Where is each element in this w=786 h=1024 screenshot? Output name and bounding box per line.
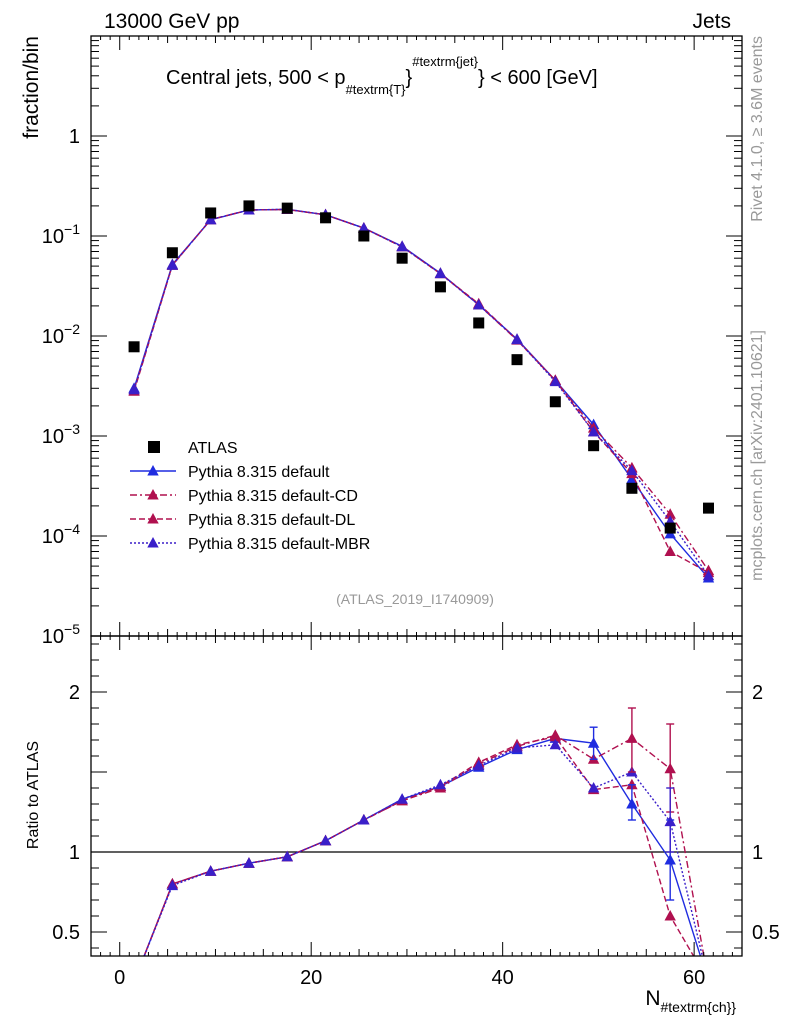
ratio-point [664, 910, 676, 921]
legend-label: Pythia 8.315 default [188, 464, 330, 481]
legend-marker [147, 537, 159, 548]
data-point [549, 396, 561, 408]
data-point [664, 522, 676, 534]
series-point [549, 375, 562, 387]
data-point [166, 247, 178, 259]
ratio-point [511, 742, 523, 753]
ratio-tick-label: 2 [69, 682, 80, 704]
series-point [358, 222, 370, 233]
header-right: Jets [692, 10, 731, 33]
ratio-point [358, 814, 370, 825]
ratio-tick-label: 0.5 [752, 922, 780, 944]
series-point [626, 464, 638, 476]
ratio-point [243, 857, 255, 868]
y-tick-label: 10−2 [42, 321, 80, 348]
ratio-point [128, 976, 139, 987]
ratio-point [128, 976, 139, 987]
data-point [588, 440, 600, 452]
data-point [281, 202, 293, 214]
chart-title: Central jets, 500 < p#textrm{T}}#textrm{… [166, 54, 598, 97]
series-point [587, 425, 600, 437]
legend-label: Pythia 8.315 default-MBR [188, 536, 370, 553]
x-tick-label: 40 [492, 967, 514, 989]
ratio-line [143, 734, 705, 956]
legend-marker [148, 441, 160, 453]
ratio-point [166, 879, 179, 891]
ratio-tick-label: 1 [752, 842, 763, 864]
data-point [320, 212, 332, 224]
rivet-label: Rivet 4.1.0, ≥ 3.6M events [749, 36, 766, 222]
ratio-point [549, 738, 562, 750]
ratio-point [434, 778, 447, 790]
ratio-point [204, 865, 217, 876]
ratio-line [143, 736, 695, 956]
series-point [702, 569, 715, 581]
ratio-point [549, 730, 562, 742]
data-point [205, 207, 217, 219]
ratio-point [128, 976, 139, 987]
series-point [664, 508, 676, 519]
ratio-line [143, 737, 702, 956]
legend-marker [147, 489, 159, 500]
ratio-point [626, 778, 638, 790]
legend-label: Pythia 8.315 default-CD [188, 488, 358, 505]
y-tick-label: 10−5 [42, 621, 80, 648]
y-axis-label: fraction/bin [20, 36, 43, 139]
y-tick-label: 10−3 [42, 421, 80, 448]
series-point [434, 267, 447, 279]
ratio-point [396, 793, 408, 804]
series-point [626, 473, 638, 484]
ratio-tick-label: 2 [752, 682, 763, 704]
ratio-point [281, 850, 293, 862]
y-tick-label: 10−4 [42, 521, 80, 548]
data-point [702, 502, 714, 514]
legend-label: Pythia 8.315 default-DL [188, 512, 355, 529]
series-line [133, 208, 710, 577]
x-axis-label: N#textrm{ch}} [645, 987, 736, 1015]
ratio-point [319, 834, 332, 846]
series-point [511, 333, 523, 345]
header-left: 13000 GeV pp [104, 10, 239, 33]
analysis-id: (ATLAS_2019_I1740909) [336, 591, 494, 607]
series-point [664, 545, 676, 556]
ratio-line [143, 744, 704, 956]
data-point [626, 482, 638, 494]
ratio-tick-label: 0.5 [52, 922, 80, 944]
mcplots-label: mcplots.cern.ch [arXiv:2401.10621] [749, 330, 766, 581]
data-point [358, 230, 370, 242]
y-tick-label: 10−1 [42, 221, 80, 248]
data-point [434, 281, 446, 293]
x-tick-label: 0 [114, 967, 125, 989]
legend-label: ATLAS [188, 440, 238, 457]
series-point [204, 213, 217, 225]
y-tick-label: 1 [69, 126, 80, 148]
legend-marker [147, 465, 159, 476]
series-point [396, 240, 408, 252]
ratio-point [128, 976, 139, 987]
data-point [243, 200, 255, 212]
ratio-axis-label: Ratio to ATLAS [25, 741, 42, 849]
series-point [128, 383, 140, 395]
ratio-tick-label: 1 [69, 842, 80, 864]
series-point [473, 298, 485, 310]
legend-marker [147, 513, 159, 524]
ratio-point [587, 782, 600, 793]
ratio-point [473, 759, 485, 771]
x-tick-label: 60 [683, 967, 705, 989]
data-point [511, 354, 523, 366]
data-point [128, 341, 140, 353]
data-point [396, 252, 408, 264]
data-point [473, 317, 485, 329]
x-tick-label: 20 [300, 967, 322, 989]
series-point [166, 259, 179, 270]
